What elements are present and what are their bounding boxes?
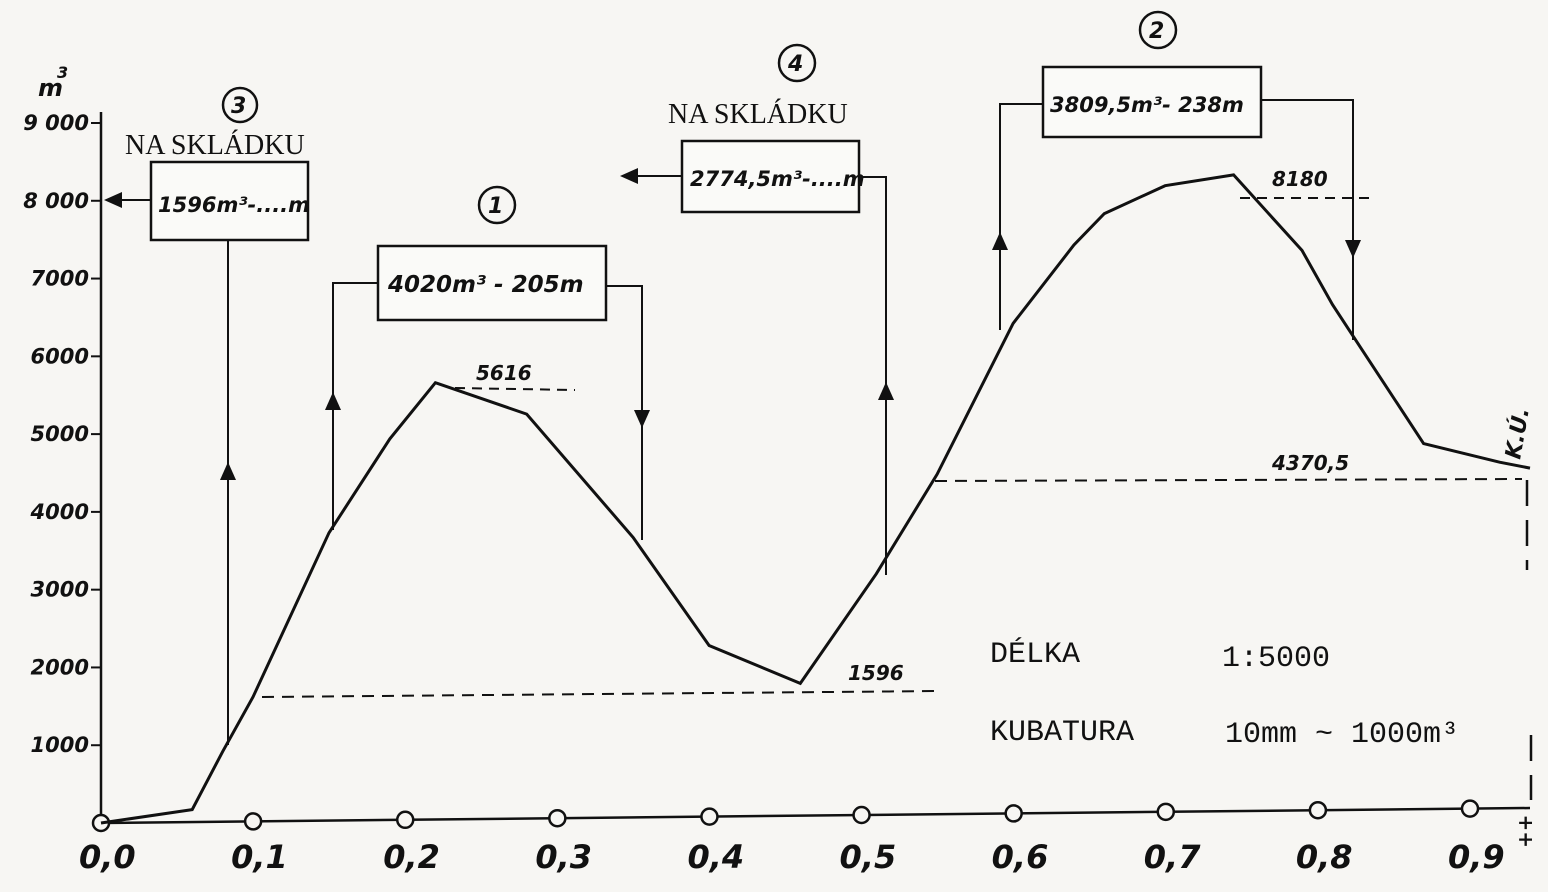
y-tick-label: 6000	[31, 344, 89, 368]
x-tick-marker	[852, 805, 871, 825]
end-mark: ++	[1513, 814, 1537, 848]
box-2	[1041, 65, 1263, 139]
x-tick-label: 0,5	[840, 838, 897, 876]
x-tick-label: 0,6	[992, 838, 1049, 876]
ku-label: K.Ú.	[1500, 406, 1535, 461]
box-2-bracket-left	[999, 103, 1043, 330]
peak-8180-label: 8180	[1272, 167, 1328, 191]
level-4370-line	[934, 478, 1523, 482]
box-1-group: 1 4020m³ - 205m	[325, 185, 650, 540]
length-label: DÉLKA	[990, 637, 1080, 672]
level-1596-line	[261, 690, 941, 698]
box-3-label: 1596m³-....m	[158, 193, 310, 217]
volume-scale: 10mm ~ 1000m³	[1225, 718, 1459, 752]
box-3-group: 3 NA SKLÁDKU 1596m³-....m	[104, 86, 310, 745]
volume-label: KUBATURA	[990, 716, 1134, 750]
y-tick-group: 9 000 8 000 7000 6000 5000 4000 3000 2000 1000	[23, 111, 101, 757]
y-tick-label: 1000	[31, 733, 89, 757]
y-tick-label: 5000	[31, 422, 89, 446]
box-4	[680, 139, 861, 214]
box-4-number-circle	[777, 43, 817, 83]
box-3-number: 3	[231, 94, 246, 119]
box-4-header: NA SKLÁDKU	[668, 99, 848, 130]
box-4-group: 4 NA SKLÁDKU 2774,5m³-....m	[620, 43, 894, 575]
box-1-number: 1	[488, 194, 503, 219]
box-4-bracket	[859, 176, 887, 575]
x-axis	[100, 806, 1531, 825]
x-tick-marker	[1308, 800, 1328, 820]
level-4370-label: 4370,5	[1271, 451, 1349, 475]
x-tick-marker	[700, 807, 719, 826]
y-tick-label: 9 000	[23, 111, 89, 135]
x-tick-label: 0,4	[687, 838, 744, 876]
length-scale: 1:5000	[1222, 642, 1330, 676]
y-axis-unit-sup: 3	[57, 63, 68, 82]
x-tick-label: 0,8	[1296, 838, 1353, 876]
box-2-label: 3809,5m³- 238m	[1050, 93, 1244, 117]
y-tick-label: 7000	[31, 267, 89, 291]
box-4-label: 2774,5m³-....m	[690, 167, 865, 191]
box-2-group: 2 3809,5m³- 238m	[992, 10, 1361, 340]
box-3-header: NA SKLÁDKU	[125, 130, 305, 161]
peak-5616-label: 5616	[476, 361, 532, 385]
y-tick-label: 3000	[31, 578, 89, 602]
x-tick-label: 0,1	[231, 838, 288, 876]
box-3-number-circle	[221, 86, 259, 124]
level-1596-label: 1596	[848, 661, 904, 685]
x-tick-group: 0,0 0,1 0,2 0,3 0,4 0,5 0,6 0,7 0,8 0,9	[79, 799, 1505, 876]
mass-curve	[100, 173, 1531, 825]
box-2-number-circle	[1138, 10, 1178, 50]
x-tick-marker	[1004, 804, 1023, 823]
x-tick-label: 0,9	[1448, 838, 1505, 876]
x-tick-label: 0,7	[1144, 838, 1201, 876]
x-tick-marker	[1156, 802, 1176, 822]
box-1-number-circle	[477, 185, 517, 225]
y-tick-label: 8 000	[23, 189, 89, 213]
peak-5616-line	[454, 387, 576, 391]
box-1-bracket-right	[606, 285, 643, 540]
x-tick-marker	[548, 808, 567, 828]
x-tick-label: 0,0	[79, 838, 136, 876]
x-tick-label: 0,3	[535, 838, 592, 876]
x-tick-marker	[395, 810, 415, 830]
x-tick-marker	[1460, 799, 1480, 818]
box-4-number: 4	[787, 52, 803, 77]
y-axis-unit: m	[38, 74, 63, 102]
scale-legend: DÉLKA 1:5000 KUBATURA 10mm ~ 1000m³	[990, 637, 1459, 752]
y-tick-label: 2000	[31, 655, 89, 679]
box-1-label: 4020m³ - 205m	[387, 272, 584, 298]
y-tick-label: 4000	[30, 500, 89, 524]
x-tick-marker	[243, 812, 263, 831]
box-2-number: 2	[1149, 19, 1164, 44]
x-tick-label: 0,2	[383, 838, 440, 876]
